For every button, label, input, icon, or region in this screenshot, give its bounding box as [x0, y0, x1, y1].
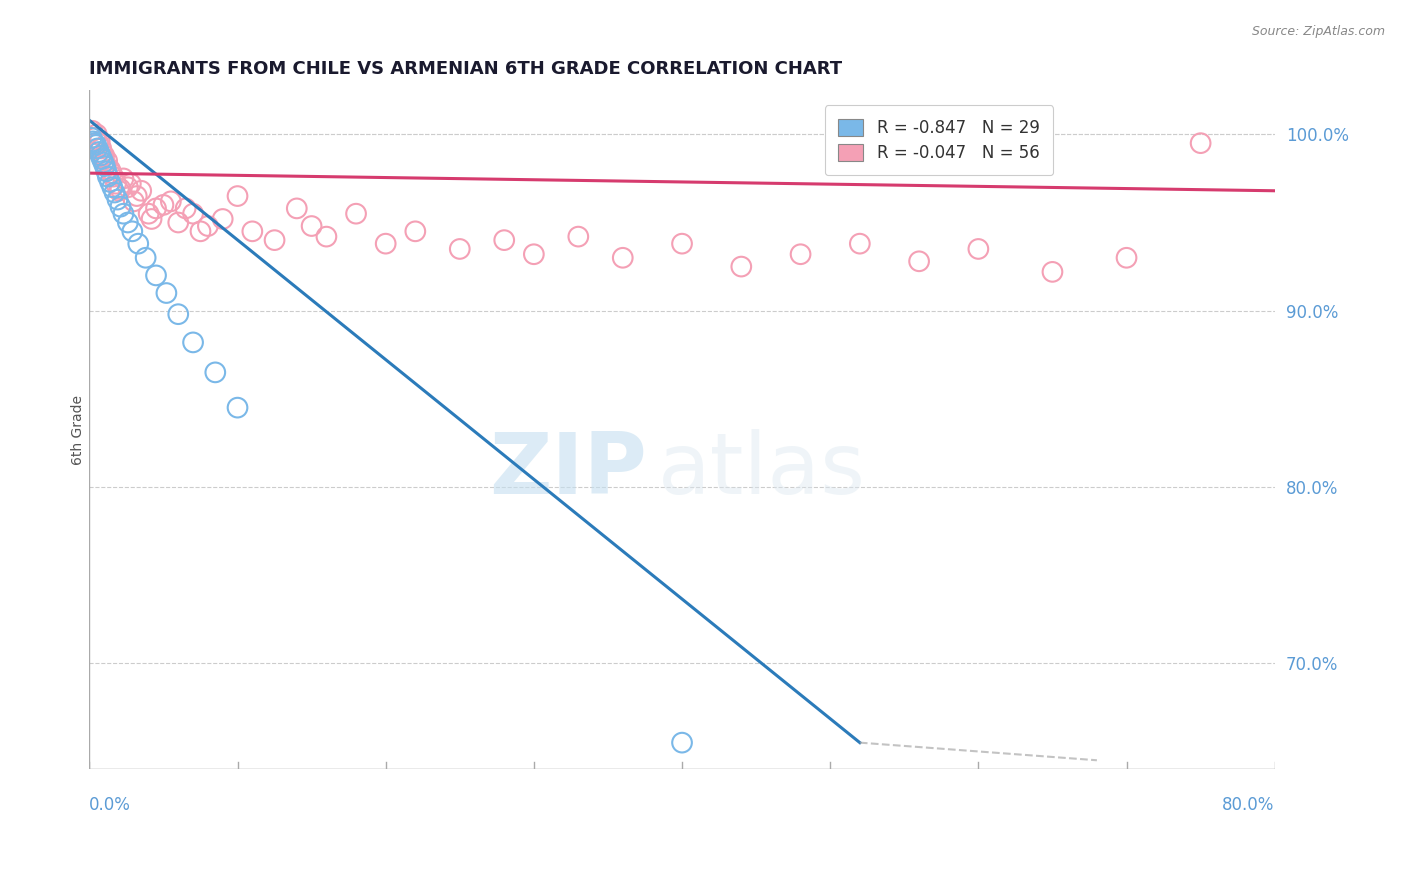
Point [671, 736, 693, 750]
Point [90, 141, 112, 155]
Point [96, 164, 118, 178]
Point [671, 236, 693, 251]
Point [117, 215, 139, 229]
Point [101, 180, 124, 194]
Point [112, 207, 135, 221]
Point [263, 233, 285, 247]
Point [167, 215, 190, 229]
Point [449, 242, 471, 256]
Point [226, 401, 249, 415]
Point [135, 251, 157, 265]
Point [84, 131, 107, 145]
Text: IMMIGRANTS FROM CHILE VS ARMENIAN 6TH GRADE CORRELATION CHART: IMMIGRANTS FROM CHILE VS ARMENIAN 6TH GR… [90, 60, 842, 78]
Point [204, 365, 226, 379]
Point [160, 194, 183, 209]
Point [125, 189, 148, 203]
Point [94, 157, 117, 171]
Point [374, 236, 396, 251]
Point [167, 307, 190, 321]
Point [84, 137, 107, 152]
Text: Source: ZipAtlas.com: Source: ZipAtlas.com [1251, 25, 1385, 38]
Point [83, 136, 105, 150]
Point [89, 148, 111, 162]
Point [87, 136, 110, 150]
Point [91, 152, 114, 166]
Point [285, 202, 308, 216]
Point [94, 159, 117, 173]
Point [344, 207, 367, 221]
Point [145, 202, 167, 216]
Point [103, 186, 125, 200]
Point [93, 155, 115, 169]
Point [100, 166, 122, 180]
Point [86, 141, 108, 155]
Point [121, 224, 143, 238]
Y-axis label: 6th Grade: 6th Grade [72, 394, 86, 465]
Point [1042, 265, 1064, 279]
Point [86, 128, 108, 142]
Text: 80.0%: 80.0% [1222, 797, 1275, 814]
Point [93, 148, 115, 162]
Point [1189, 136, 1212, 150]
Point [211, 211, 233, 226]
Point [145, 268, 167, 283]
Point [89, 135, 111, 149]
Point [908, 254, 931, 268]
Point [174, 202, 197, 216]
Point [138, 207, 160, 221]
Point [112, 171, 135, 186]
Point [155, 286, 177, 301]
Point [91, 150, 114, 164]
Point [97, 169, 120, 184]
Point [129, 184, 152, 198]
Point [82, 124, 104, 138]
Point [181, 335, 204, 350]
Point [141, 211, 163, 226]
Point [315, 229, 337, 244]
Point [101, 169, 124, 184]
Point [190, 224, 212, 238]
Point [98, 162, 121, 177]
Point [181, 207, 204, 221]
Point [523, 247, 546, 261]
Point [110, 200, 132, 214]
Point [240, 224, 263, 238]
Point [301, 219, 323, 233]
Point [1115, 251, 1137, 265]
Point [98, 175, 121, 189]
Point [127, 236, 149, 251]
Point [120, 177, 142, 191]
Point [107, 193, 129, 207]
Text: ZIP: ZIP [489, 429, 647, 512]
Point [612, 251, 634, 265]
Point [849, 236, 872, 251]
Point [122, 194, 145, 209]
Point [117, 180, 139, 194]
Point [567, 229, 589, 244]
Point [197, 219, 219, 233]
Point [110, 182, 132, 196]
Text: atlas: atlas [658, 429, 866, 512]
Point [730, 260, 752, 274]
Point [96, 153, 118, 168]
Point [108, 184, 131, 198]
Point [404, 224, 426, 238]
Legend: R = -0.847   N = 29, R = -0.047   N = 56: R = -0.847 N = 29, R = -0.047 N = 56 [825, 105, 1053, 175]
Point [226, 189, 249, 203]
Point [82, 135, 104, 149]
Text: 0.0%: 0.0% [90, 797, 131, 814]
Point [967, 242, 990, 256]
Point [105, 177, 128, 191]
Point [494, 233, 516, 247]
Point [789, 247, 811, 261]
Point [87, 145, 110, 159]
Point [152, 198, 174, 212]
Point [80, 131, 103, 145]
